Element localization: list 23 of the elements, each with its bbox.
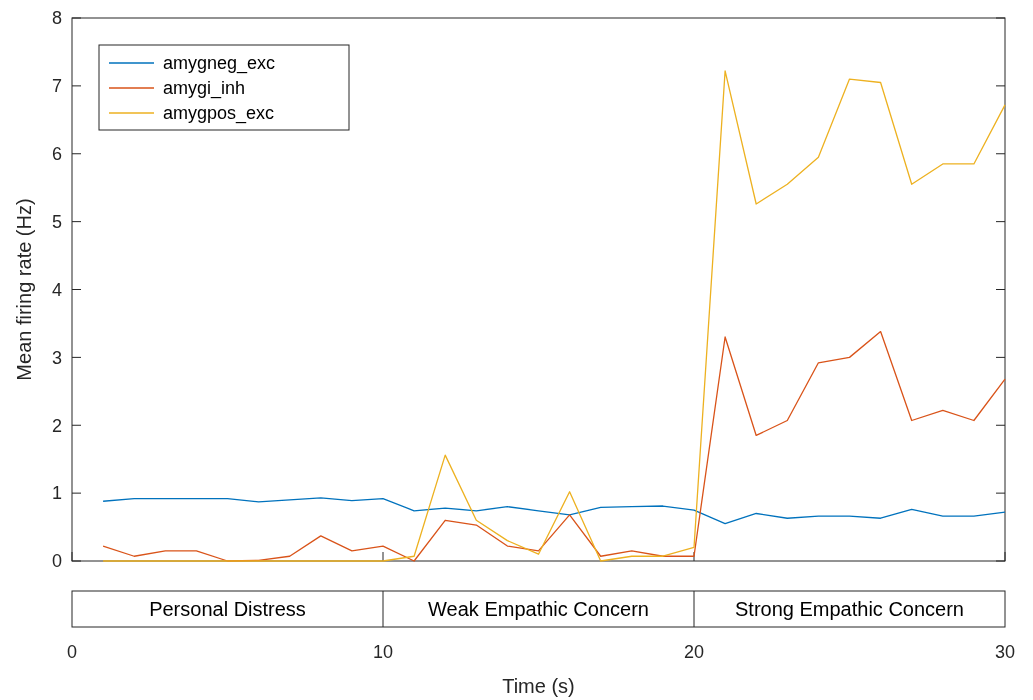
y-tick-label: 8 — [51, 8, 62, 29]
legend-label: amygpos_exc — [163, 103, 275, 125]
x-tick-label: 30 — [994, 642, 1016, 663]
x-axis-title: Time (s) — [502, 675, 575, 697]
x-tick-label: 20 — [683, 642, 705, 663]
line-series — [102, 497, 1006, 525]
y-tick-label: 7 — [51, 76, 62, 97]
y-axis-title: Mean firing rate (Hz) — [13, 198, 35, 381]
legend-label: amygi_inh — [163, 78, 246, 100]
legend-label: amygneg_exc — [163, 53, 276, 75]
text: Personal Distress — [149, 598, 306, 620]
y-tick-label: 4 — [51, 279, 62, 300]
y-tick-label: 2 — [51, 415, 62, 436]
text: Weak Empathic Concern — [428, 598, 649, 620]
x-tick-label: 10 — [372, 642, 394, 663]
y-tick-label: 6 — [51, 144, 62, 165]
line-series — [102, 330, 1006, 562]
text: Strong Empathic Concern — [734, 598, 965, 620]
x-tick-label: 0 — [66, 642, 78, 663]
y-tick-label: 0 — [51, 551, 62, 572]
y-tick-label: 3 — [51, 347, 62, 368]
y-tick-label: 1 — [51, 483, 62, 504]
y-tick-label: 5 — [51, 211, 62, 232]
